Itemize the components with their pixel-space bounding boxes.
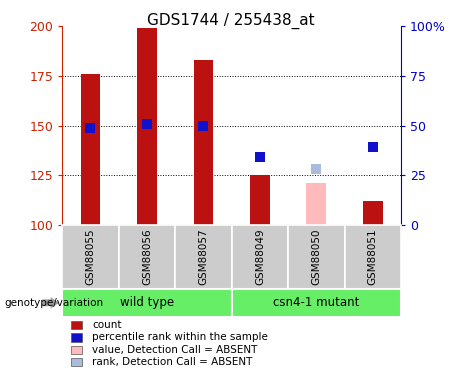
- Text: value, Detection Call = ABSENT: value, Detection Call = ABSENT: [92, 345, 258, 355]
- Text: count: count: [92, 320, 122, 330]
- Text: GSM88056: GSM88056: [142, 228, 152, 285]
- Bar: [231, 289, 401, 317]
- Text: genotype/variation: genotype/variation: [5, 298, 104, 308]
- Bar: [250, 176, 270, 225]
- Bar: [307, 183, 326, 225]
- Bar: [118, 225, 175, 289]
- Bar: [231, 225, 288, 289]
- Bar: [81, 74, 100, 225]
- Bar: [137, 28, 157, 225]
- Text: rank, Detection Call = ABSENT: rank, Detection Call = ABSENT: [92, 357, 253, 367]
- Text: GSM88055: GSM88055: [85, 228, 95, 285]
- Bar: [175, 225, 231, 289]
- Bar: [288, 225, 344, 289]
- Text: GSM88051: GSM88051: [368, 228, 378, 285]
- Text: percentile rank within the sample: percentile rank within the sample: [92, 333, 268, 342]
- Text: GSM88057: GSM88057: [198, 228, 208, 285]
- Text: csn4-1 mutant: csn4-1 mutant: [273, 296, 360, 309]
- Text: GSM88049: GSM88049: [255, 228, 265, 285]
- Point: [256, 154, 264, 160]
- Text: wild type: wild type: [120, 296, 174, 309]
- Point: [200, 123, 207, 129]
- Bar: [363, 201, 383, 225]
- Point: [87, 124, 94, 130]
- Point: [369, 144, 377, 150]
- Point: [313, 166, 320, 172]
- Text: GDS1744 / 255438_at: GDS1744 / 255438_at: [147, 13, 314, 29]
- Point: [143, 121, 151, 127]
- Bar: [344, 225, 401, 289]
- Bar: [62, 225, 118, 289]
- Bar: [62, 289, 231, 317]
- Text: GSM88050: GSM88050: [311, 229, 321, 285]
- Bar: [194, 60, 213, 225]
